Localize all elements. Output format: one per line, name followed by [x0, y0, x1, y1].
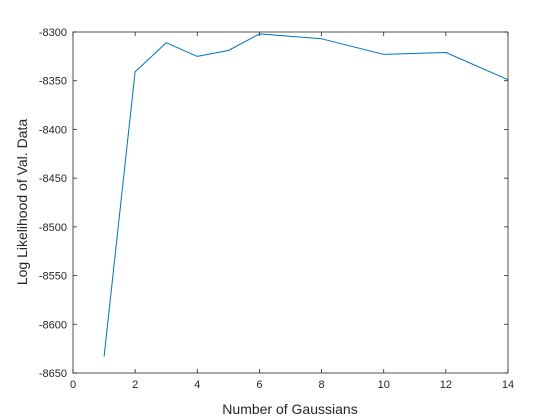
y-tick-label: -8400: [39, 124, 67, 136]
y-tick-label: -8500: [39, 222, 67, 234]
plot-area: [73, 32, 508, 373]
x-tick-label: 14: [502, 379, 514, 391]
y-tick-label: -8600: [39, 319, 67, 331]
y-tick-label: -8300: [39, 27, 67, 39]
x-tick-label: 0: [70, 379, 76, 391]
y-tick-label: -8650: [39, 368, 67, 380]
y-tick-label: -8550: [39, 271, 67, 283]
x-tick-label: 12: [440, 379, 452, 391]
y-tick-label: -8350: [39, 76, 67, 88]
y-tick-label: -8450: [39, 173, 67, 185]
x-tick-label: 6: [256, 379, 262, 391]
x-axis-label: Number of Gaussians: [222, 401, 357, 417]
x-tick-label: 10: [378, 379, 390, 391]
x-tick-label: 2: [132, 379, 138, 391]
x-tick-label: 4: [194, 379, 200, 391]
plot-frame: [72, 31, 509, 374]
axis-tick-labels: 0 2 4 6 8 10 12 14 -8300 -8350 -8400 -8450 -8500 -855…: [39, 27, 514, 391]
y-axis-label: Log Likelihood of Val. Data: [14, 119, 30, 286]
series-line: [103, 33, 509, 357]
x-tick-label: 8: [319, 379, 325, 391]
